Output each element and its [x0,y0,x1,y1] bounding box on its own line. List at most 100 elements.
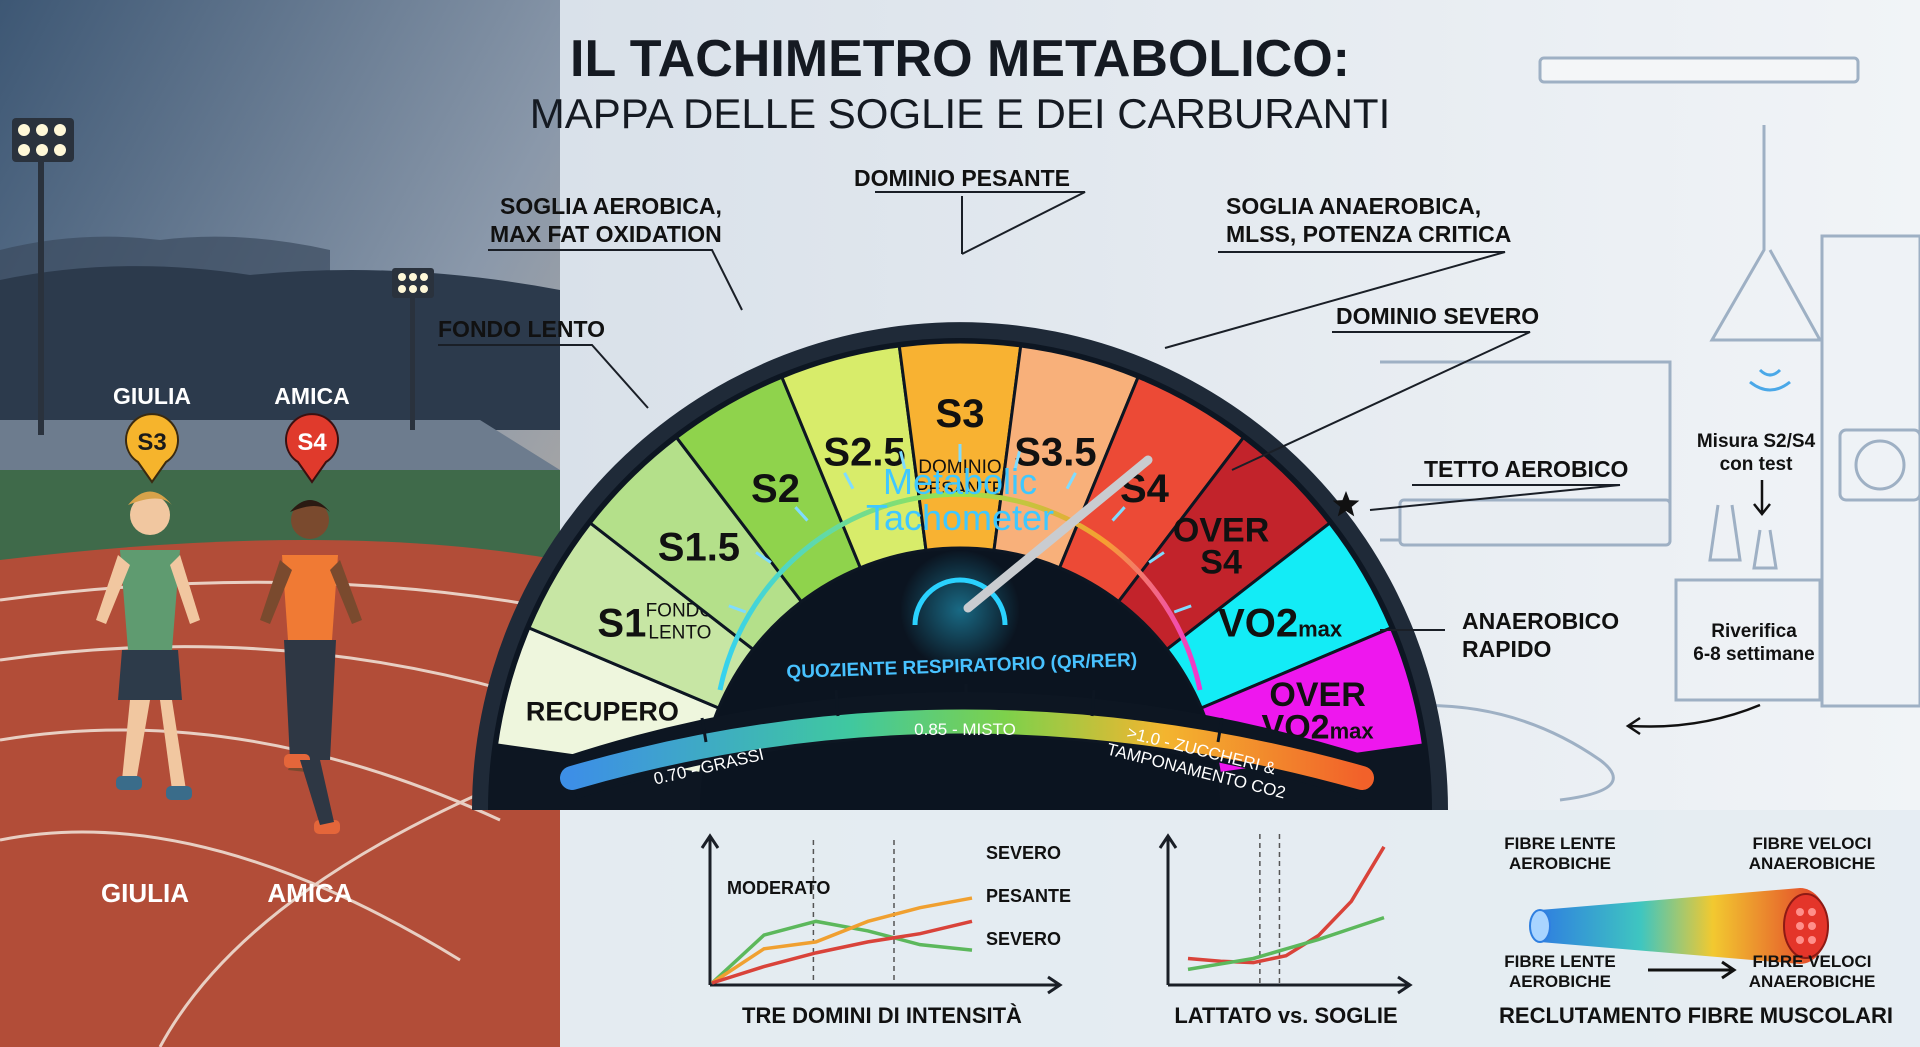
fiber-title: RECLUTAMENTO FIBRE MUSCOLARI [1499,1003,1893,1028]
zone-vo2max-sub: max [1298,616,1343,641]
vo2max-star-icon [1332,491,1360,517]
zone-s1-sub: LENTO [648,622,711,643]
callout-tetto-aerobico: TETTO AEROBICO [1424,456,1628,482]
badge-amica-label: S4 [297,429,327,456]
zone-label-s15: S1.5 [658,525,740,569]
inner-tick [1065,472,1077,490]
badge-giulia: S3 [125,413,179,484]
callout-soglia-anaerobica-line2: MLSS, POTENZA CRITICA [1226,221,1511,247]
chart1-axes [700,833,1063,995]
gauge-inner-face [700,550,1220,810]
inner-tick [794,506,809,522]
callout-dominio-pesante: DOMINIO PESANTE [854,165,1070,191]
lab-recheck-note: Riverifica 6-8 settimane [1693,621,1814,665]
chart1-label-severo-top: SEVERO [986,843,1061,863]
inner-tick [1111,506,1126,522]
gauge-hub-glow [900,550,1020,670]
runner-ground-name-amica: AMICA [267,878,352,908]
fiber-slow-top-line2: AEROBICHE [1509,854,1611,873]
callout-soglia-anaerobica-line1: SOGLIA ANAEROBICA, [1226,193,1481,219]
lab-recheck-arrow-icon [1625,703,1761,736]
zone-over_s4-text: OVER [1173,511,1269,549]
stands [0,420,560,470]
muscle-fiber-bundle [1540,888,1828,964]
fiber-slow-top: FIBRE LENTE AEROBICHE [1504,834,1615,873]
lab-measure-note: Misura S2/S4 con test [1697,431,1816,475]
chart2-series-line-0 [1187,845,1386,965]
tree-line [0,266,560,430]
slow-fiber-end [1529,909,1551,943]
zone-over_vo2max-text: OVER [1269,676,1365,714]
zone-label-s35: S3.5 [1014,430,1096,474]
badge-giulia-label: S3 [137,429,166,456]
zone-vo2max-text: VO2max [1218,601,1343,645]
fiber-fast-bottom-line1: FIBRE VELOCI [1752,952,1871,971]
chart2-series [1187,834,1386,983]
zone-recupero-text: RECUPERO [526,697,679,727]
gauge-hub-ring [912,577,1008,626]
fiber-fast-top-line2: ANAEROBICHE [1749,854,1876,873]
runner-giulia [96,491,200,800]
inner-tick [755,551,772,564]
callout-fondo-lento: FONDO LENTO [438,316,605,342]
chart1-label-severo-bottom: SEVERO [986,929,1061,949]
inner-tick [843,472,855,490]
rer-bar-dividers [700,684,1224,743]
fiber-fast-bottom: FIBRE VELOCI ANAEROBICHE [1749,952,1876,991]
zone-s35-text: S3.5 [1014,430,1096,474]
gauge-needle [963,455,1153,613]
callout-lines [438,191,1621,631]
runner-amica [260,500,362,834]
fiber-fast-top: FIBRE VELOCI ANAEROBICHE [1749,834,1876,873]
gauge-center-line1: Metabolic [883,461,1037,502]
zone-s25-text: S2.5 [823,430,905,474]
zone-s15-text: S1.5 [658,525,740,569]
rer-scale-bar [560,709,1374,790]
chart1-series-line-1 [711,896,973,985]
chart-tre-domini: MODERATO SEVERO PESANTE SEVERO TRE DOMIN… [700,833,1071,1028]
zone-s2-text: S2 [751,467,800,511]
chart1-title: TRE DOMINI DI INTENSITÀ [742,1003,1022,1028]
fiber-slow-bottom-line2: AEROBICHE [1509,972,1611,991]
inner-tick [899,450,907,470]
sensor-waves [1758,368,1782,377]
callout-anaerobico-rapido-line1: ANAEROBICO [1462,608,1619,634]
inner-tick [1148,551,1165,564]
inner-tick [1173,604,1192,614]
chart1-series-line-2 [711,919,973,985]
zone-over_vo2max-sub: max [1330,718,1375,743]
fast-fiber-cells [1796,908,1816,944]
chart1-label-moderato: MODERATO [727,878,830,898]
inner-tick [728,604,747,614]
rer-label-misto: 0.85 - MISTO [914,720,1016,739]
inner-scale-ticks [728,444,1192,614]
callout-dominio-severo: DOMINIO SEVERO [1336,303,1539,329]
fast-fiber-end [1783,893,1829,959]
callout-anaerobico-rapido: ANAEROBICO RAPIDO [1462,608,1619,662]
runner-tag-name-amica: AMICA [274,383,349,409]
chart1-label-pesante: PESANTE [986,886,1071,906]
badge-amica: S4 [285,413,339,484]
lab-measure-line1: Misura S2/S4 [1697,431,1816,452]
fiber-recruitment: FIBRE LENTE AEROBICHE FIBRE VELOCI ANAEROB… [1499,834,1893,1028]
chart2-title: LATTATO vs. SOGLIE [1174,1003,1397,1028]
runner-ground-name-giulia: GIULIA [101,878,189,908]
lab-measure-arrow-icon [1753,480,1771,517]
gauge-center-line2: Tachometer [866,497,1054,538]
zone-s3-sub: DOMINIO [918,457,1001,478]
page-title: IL TACHIMETRO METABOLICO: [570,30,1350,88]
sensor-waves-outer [1749,380,1791,392]
fiber-fast-bottom-line2: ANAEROBICHE [1749,972,1876,991]
callout-soglia-aerobica: SOGLIA AEROBICA, MAX FAT OXIDATION [490,193,722,247]
zone-s1-text: S1 [597,601,646,645]
zone-label-vo2max: VO2max [1218,601,1343,645]
chart2-series-line-1 [1187,915,1385,972]
callout-anaerobico-rapido-line2: RAPIDO [1462,636,1551,662]
page-subtitle: MAPPA DELLE SOGLIE E DEI CARBURANTI [530,90,1390,137]
fiber-slow-top-line1: FIBRE LENTE [1504,834,1615,853]
zone-s3-text: S3 [936,392,985,436]
